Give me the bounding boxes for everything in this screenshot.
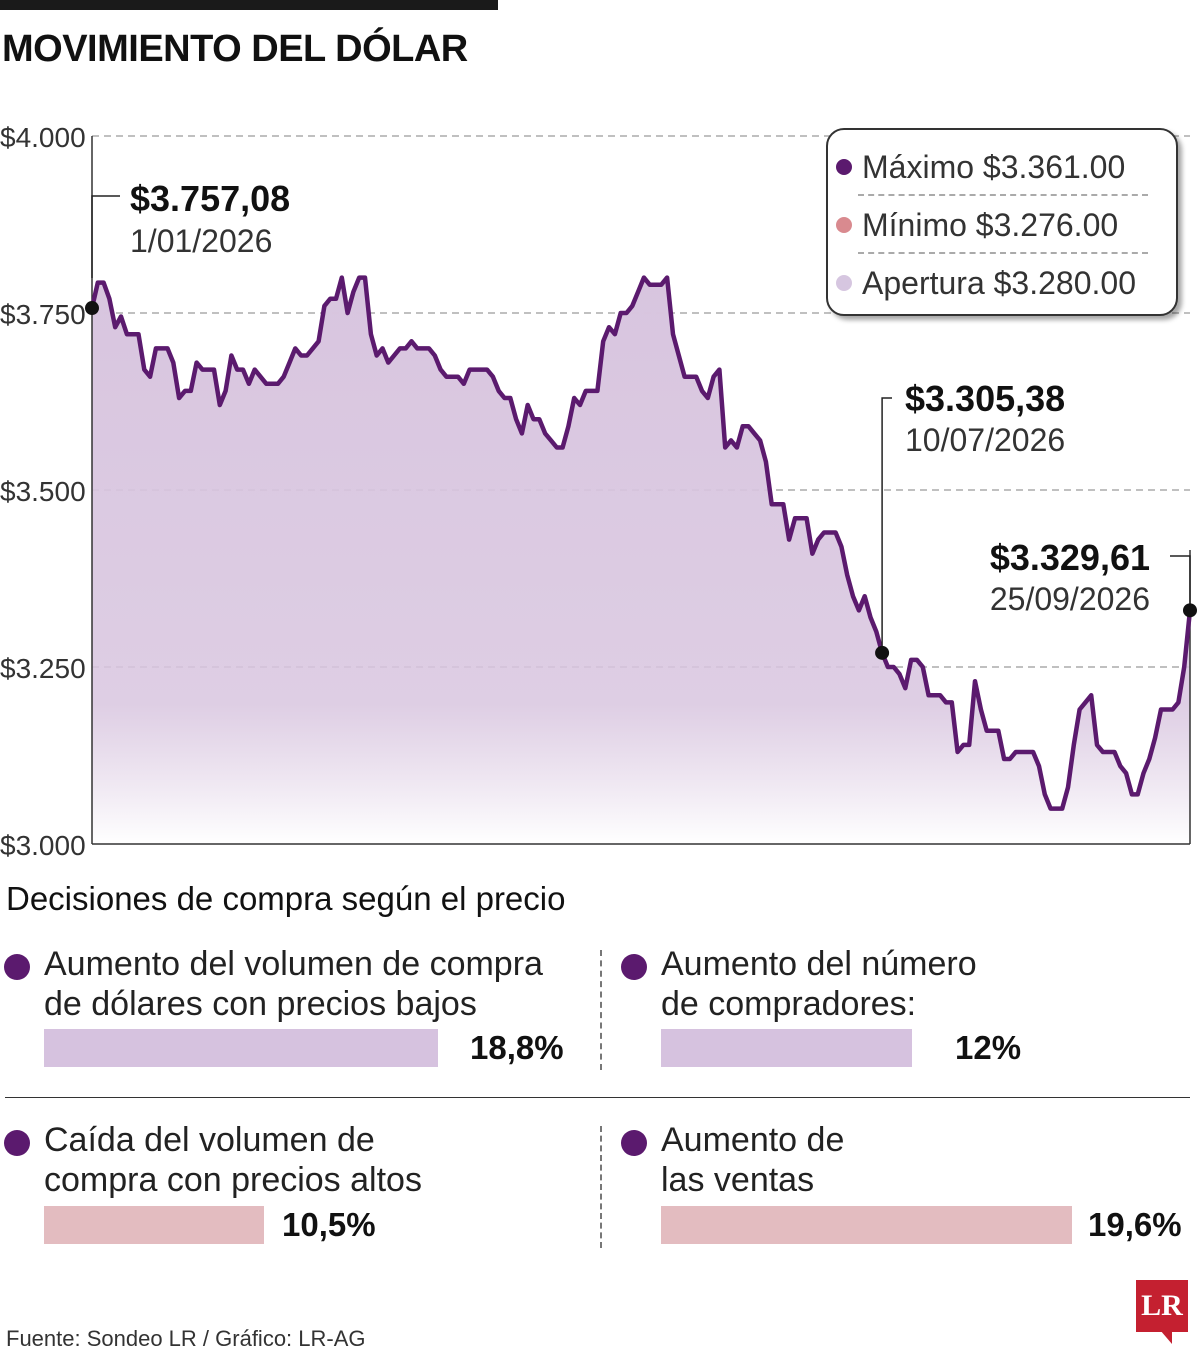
column-divider: [600, 950, 602, 1070]
legend-dot-open: [836, 275, 852, 291]
area-fill: [92, 277, 1190, 845]
y-tick-label: $3.500: [0, 476, 86, 507]
stat-label-line2: de dólares con precios bajos: [44, 985, 477, 1023]
annotation-value: $3.305,38: [905, 378, 1065, 419]
row-divider: [5, 1097, 1190, 1098]
bullet-icon: [621, 1130, 647, 1156]
stat-bar: [661, 1206, 1072, 1244]
bullet-icon: [4, 954, 30, 980]
stat-percent: 18,8%: [470, 1029, 564, 1066]
legend-label-open: Apertura $3.280.00: [862, 264, 1136, 301]
stat-label-line2: compra con precios altos: [44, 1161, 422, 1199]
top-rule: [0, 0, 498, 10]
annotation-point: [1183, 603, 1197, 618]
annotation-date: 25/09/2026: [990, 581, 1150, 617]
legend-label-min: Mínimo $3.276.00: [862, 206, 1119, 243]
y-tick-label: $3.000: [0, 830, 86, 860]
annotation-value: $3.757,08: [130, 178, 290, 219]
stat-label-line2: de compradores:: [661, 985, 917, 1023]
stat-bar: [44, 1206, 264, 1244]
annotation-leader: [881, 397, 892, 653]
lr-logo-tail: [1160, 1330, 1172, 1344]
legend-label-max: Máximo $3.361.00: [862, 148, 1126, 185]
legend-divider: [858, 194, 1148, 196]
stat-label-line1: Caída del volumen de: [44, 1121, 375, 1159]
y-tick-label: $4.000: [0, 122, 86, 153]
legend-dot-max: [836, 159, 852, 175]
y-tick-label: $3.250: [0, 653, 86, 684]
legend-item-min: Mínimo $3.276.00: [836, 200, 1166, 250]
section-subtitle: Decisiones de compra según el precio: [6, 880, 566, 917]
stat-percent: 10,5%: [282, 1206, 376, 1243]
legend-item-open: Apertura $3.280.00: [836, 258, 1166, 308]
legend-box: Máximo $3.361.00 Mínimo $3.276.00 Apertu…: [826, 128, 1178, 316]
stat-label-line1: Aumento de: [661, 1121, 845, 1159]
annotation-date: 10/07/2026: [905, 422, 1065, 458]
stat-percent: 19,6%: [1088, 1206, 1182, 1243]
annotation-point: [875, 645, 890, 660]
chart-title: MOVIMIENTO DEL DÓLAR: [2, 28, 468, 70]
stat-label-line1: Aumento del volumen de compra: [44, 945, 543, 983]
stat-label-line1: Aumento del número: [661, 945, 977, 983]
lr-logo: LR: [1136, 1280, 1188, 1332]
stat-percent: 12%: [955, 1029, 1022, 1066]
column-divider: [600, 1126, 602, 1248]
stat-bar: [661, 1029, 912, 1067]
annotation-point: [85, 301, 99, 316]
bullet-icon: [4, 1130, 30, 1156]
stat-bar: [44, 1029, 438, 1067]
legend-divider: [858, 252, 1148, 254]
legend-item-max: Máximo $3.361.00: [836, 142, 1166, 192]
annotation-leader: [1170, 555, 1191, 611]
annotation-value: $3.329,61: [990, 537, 1150, 578]
line-chart: $3.000 $3.250 $3.500 $3.750 $4.000 $3.757,08 1…: [0, 122, 1197, 860]
bullet-icon: [621, 954, 647, 980]
annotation-leader: [91, 195, 120, 278]
y-tick-label: $3.750: [0, 299, 86, 330]
annotation-date: 1/01/2026: [130, 223, 272, 259]
source-note: Fuente: Sondeo LR / Gráfico: LR-AG: [6, 1326, 366, 1351]
stat-label-line2: las ventas: [661, 1161, 815, 1199]
legend-dot-min: [836, 217, 852, 233]
series-line: [89, 275, 1193, 811]
